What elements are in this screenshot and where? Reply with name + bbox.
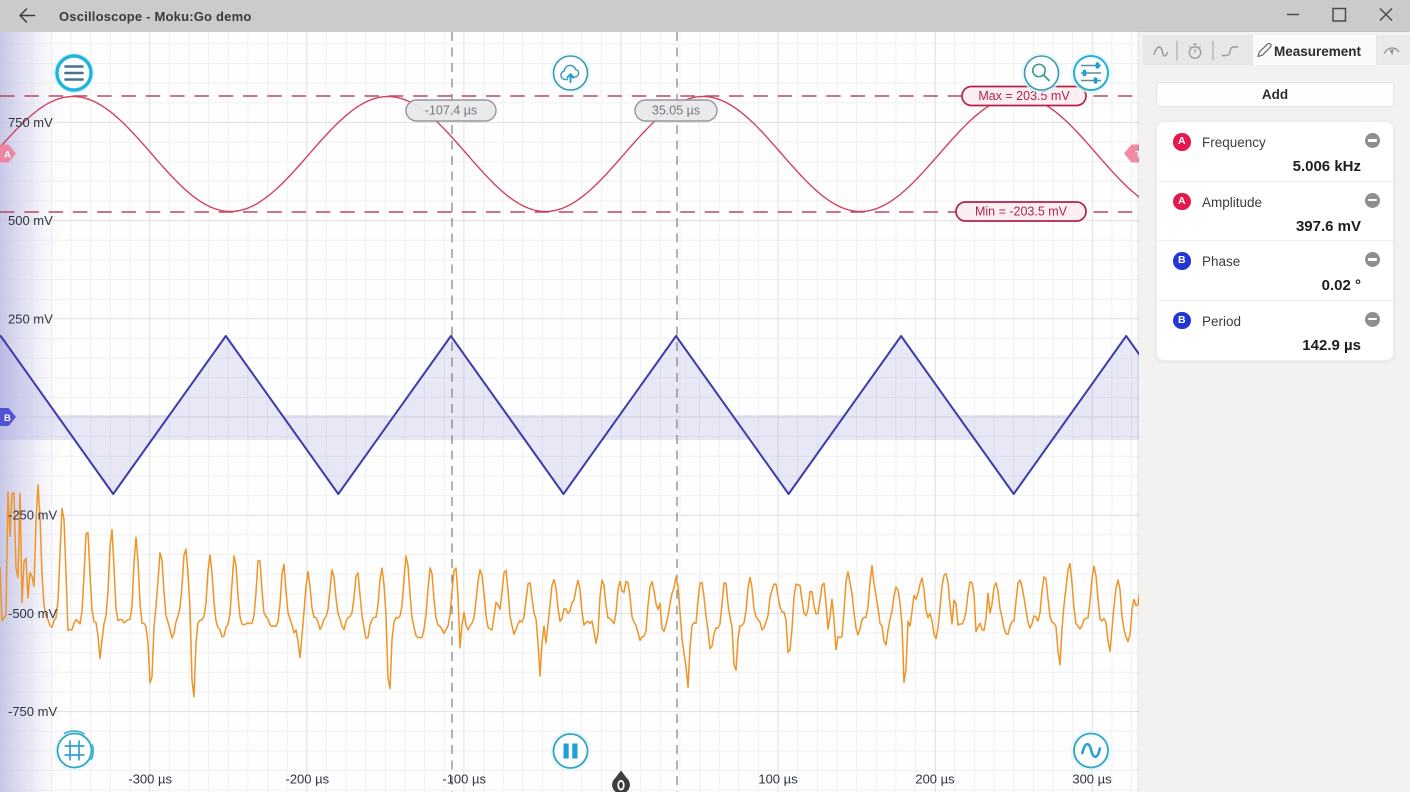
svg-text:500 mV: 500 mV [8,213,53,228]
svg-text:B: B [4,413,11,424]
svg-text:Max = 203.5 mV: Max = 203.5 mV [978,89,1070,103]
svg-text:-750 mV: -750 mV [8,704,57,719]
svg-text:-300 µs: -300 µs [128,772,172,787]
svg-text:750 mV: 750 mV [8,115,53,130]
svg-text:-200 µs: -200 µs [285,772,329,787]
svg-text:-107.4 µs: -107.4 µs [425,104,477,118]
svg-text:Measurement: Measurement [1274,44,1362,59]
svg-text:300 µs: 300 µs [1072,772,1112,787]
svg-text:250 mV: 250 mV [8,311,53,326]
svg-text:-100 µs: -100 µs [442,772,486,787]
svg-text:A: A [4,150,11,161]
svg-text:-250 mV: -250 mV [8,508,57,523]
svg-text:-500 mV: -500 mV [8,606,57,621]
svg-text:T: T [1135,150,1140,161]
svg-text:35.05 µs: 35.05 µs [652,104,700,118]
svg-text:100 µs: 100 µs [758,772,798,787]
svg-text:Min = -203.5 mV: Min = -203.5 mV [975,205,1068,219]
svg-text:200 µs: 200 µs [915,772,955,787]
